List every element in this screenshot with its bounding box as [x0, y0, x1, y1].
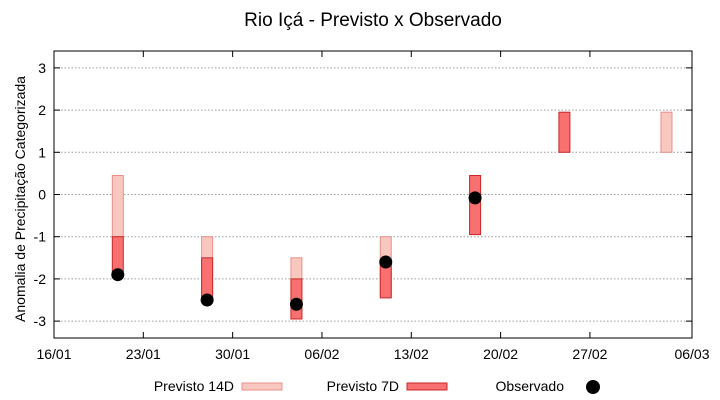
point-observado — [468, 191, 482, 205]
chart-title: Rio Içá - Previsto x Observado — [244, 10, 502, 31]
series-previsto-7d — [111, 111, 571, 320]
y-axis-label: Anomalia de Precipitação Categorizada — [12, 76, 28, 322]
x-tick-label: 16/01 — [36, 346, 71, 362]
legend-label-observado: Observado — [496, 378, 565, 394]
point-observado — [111, 268, 125, 282]
x-tick-label: 13/02 — [394, 346, 429, 362]
x-tick-label: 27/02 — [572, 346, 607, 362]
bar-previsto-7d — [469, 175, 482, 236]
point-observado — [200, 293, 214, 307]
y-tick-label: 3 — [38, 60, 46, 76]
x-tick-label: 06/03 — [674, 346, 709, 362]
legend-swatch-previsto-7d — [406, 382, 448, 391]
legend-label-previsto-14d: Previsto 14D — [154, 378, 234, 394]
x-tick-label: 06/02 — [304, 346, 339, 362]
bar-previsto-7d — [558, 111, 571, 153]
gridlines — [54, 67, 692, 322]
y-tick-label: 1 — [38, 144, 46, 160]
series-previsto-14d — [111, 111, 673, 320]
y-tick-label: -2 — [34, 271, 47, 287]
x-tick-label: 23/01 — [126, 346, 161, 362]
bar-previsto-14d — [660, 111, 673, 153]
y-tick-label: 2 — [38, 102, 46, 118]
y-axis: -3 -2 -1 0 1 2 3 — [34, 60, 692, 329]
point-observado — [289, 297, 303, 311]
series-observado — [111, 191, 482, 311]
y-tick-label: -1 — [34, 229, 47, 245]
x-tick-label: 20/02 — [483, 346, 518, 362]
legend-marker-observado — [586, 380, 600, 394]
legend: Previsto 14D Previsto 7D Observado — [154, 378, 600, 394]
bar-previsto-14d — [111, 175, 124, 238]
point-observado — [379, 255, 393, 269]
legend-swatch-previsto-14d — [241, 382, 283, 391]
x-tick-label: 30/01 — [215, 346, 250, 362]
x-axis: 16/01 23/01 30/01 06/02 13/02 20/02 27/02 06/03 — [36, 51, 710, 362]
legend-label-previsto-7d: Previsto 7D — [327, 378, 399, 394]
y-tick-label: -3 — [34, 313, 47, 329]
y-tick-label: 0 — [38, 187, 46, 203]
